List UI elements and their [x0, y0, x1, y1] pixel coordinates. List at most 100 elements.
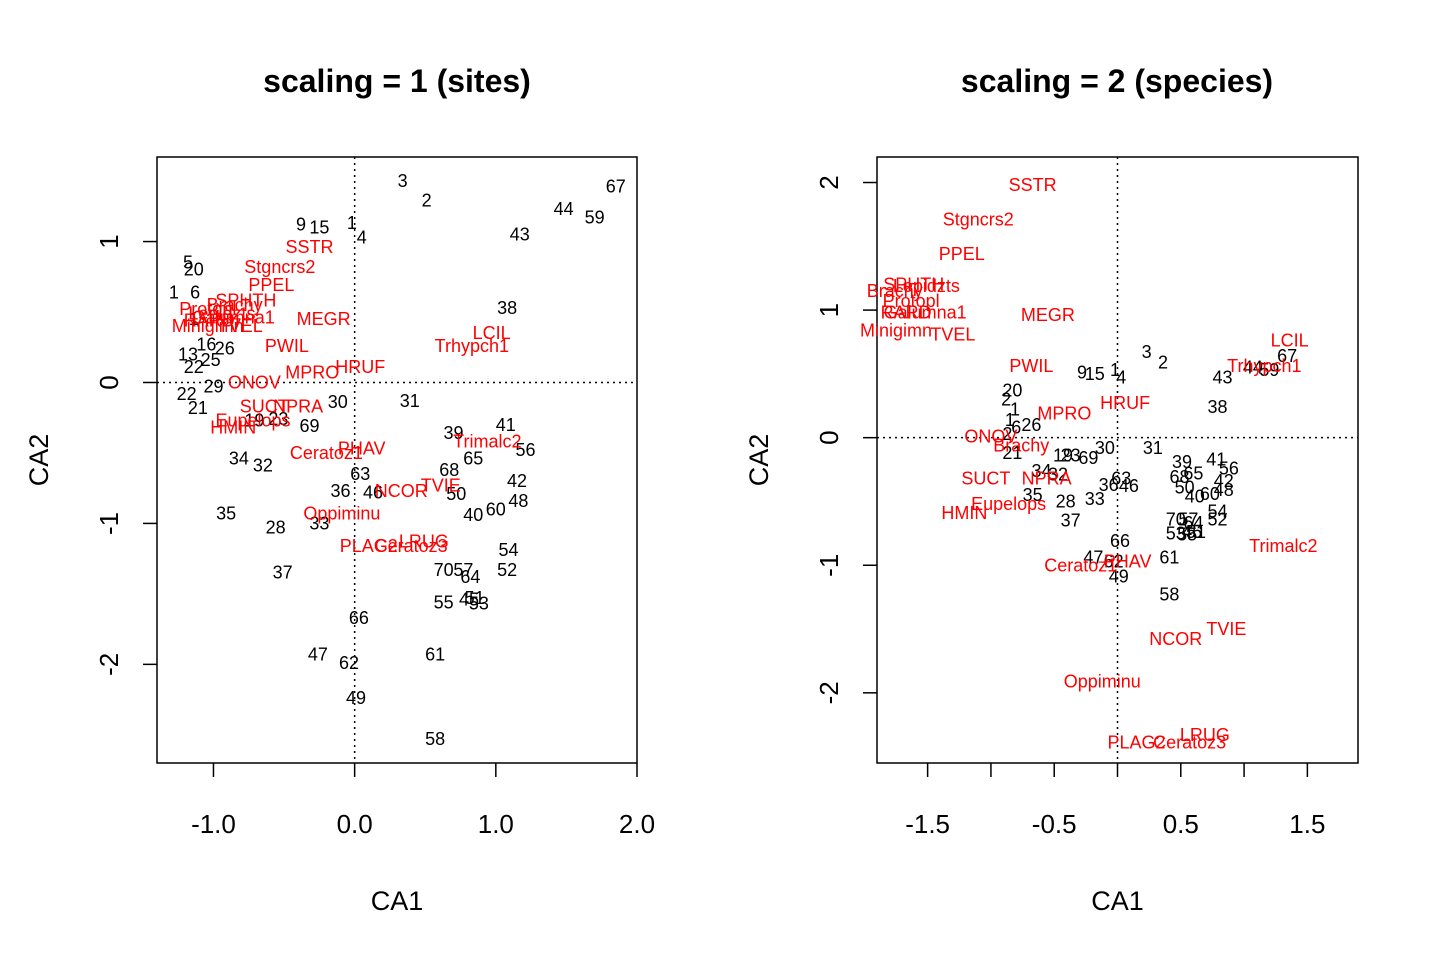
site-label: 3 — [1142, 342, 1152, 362]
site-label: 1 — [169, 282, 179, 302]
site-label: 23 — [268, 409, 288, 429]
species-label: NPRA — [1022, 468, 1072, 488]
x-tick-label: -1.0 — [191, 809, 236, 839]
site-label: 9 — [296, 215, 306, 235]
site-label: 38 — [1207, 397, 1227, 417]
species-label: Trhypch1 — [1227, 356, 1301, 376]
species-label: Minigimn — [172, 316, 244, 336]
site-label: 39 — [1172, 452, 1192, 472]
species-label: Oppiminu — [303, 504, 380, 524]
x-tick-label: 1.5 — [1289, 809, 1325, 839]
site-label: 54 — [1207, 502, 1227, 522]
site-label: 30 — [328, 392, 348, 412]
site-label: 51 — [465, 588, 485, 608]
site-label: 42 — [1214, 471, 1234, 491]
site-label: 58 — [425, 729, 445, 749]
site-label: 15 — [1085, 364, 1105, 384]
chart-title: scaling = 1 (sites) — [263, 63, 531, 99]
site-label: 64 — [1183, 513, 1203, 533]
site-label: 31 — [1143, 438, 1163, 458]
species-label: Eupelops — [215, 411, 290, 431]
species-label: Ceratoz1 — [290, 443, 363, 463]
plot-frame — [156, 156, 638, 764]
species-label: SPHTH — [215, 291, 276, 311]
site-label: 23 — [1061, 446, 1081, 466]
y-axis-label: CA2 — [744, 434, 774, 487]
site-label: 55 — [1177, 525, 1197, 545]
site-label: 48 — [508, 491, 528, 511]
species-label: LCIL — [473, 323, 511, 343]
site-label: 30 — [1095, 438, 1115, 458]
site-label: 64 — [460, 567, 480, 587]
site-label: 19 — [1053, 446, 1073, 466]
species-label: MEGR — [1021, 305, 1075, 325]
site-label: 2 — [1158, 352, 1168, 372]
site-label: 53 — [1166, 523, 1186, 543]
site-label: 44 — [554, 199, 574, 219]
site-label: 48 — [1214, 480, 1234, 500]
species-label: RARD — [184, 310, 235, 330]
site-label: 54 — [499, 540, 519, 560]
site-label: 62 — [1104, 551, 1124, 571]
species-label: PWIL — [1009, 356, 1053, 376]
site-label: 22 — [184, 357, 204, 377]
site-label: 65 — [463, 449, 483, 469]
site-label: 65 — [1183, 463, 1203, 483]
y-axis-label: CA2 — [24, 434, 54, 487]
site-label: 47 — [308, 644, 328, 664]
site-label: 42 — [507, 471, 527, 491]
species-label: Protopl — [179, 299, 236, 319]
site-label: 3 — [398, 171, 408, 191]
site-label: 4 — [357, 227, 367, 247]
site-label: 4 — [1116, 368, 1126, 388]
y-tick-label: 0 — [814, 430, 844, 444]
site-label: 37 — [273, 563, 293, 583]
site-label: 66 — [349, 608, 369, 628]
species-label: PLAG2 — [1107, 733, 1165, 753]
species-label: Trhypch1 — [435, 336, 509, 356]
species-label: TVEL — [930, 324, 975, 344]
site-label: 52 — [1207, 509, 1227, 529]
species-label: PHAV — [1104, 551, 1152, 571]
species-label: LRUG — [399, 532, 449, 552]
species-label: Lepidzts — [188, 303, 255, 323]
species-label: SUCT — [240, 396, 289, 416]
panel-scaling-2: scaling = 2 (species) -1.5 -0.5 0.5 1.5 -2 -1 0… — [744, 63, 1359, 916]
site-label: 59 — [1259, 360, 1279, 380]
site-label: 28 — [266, 518, 286, 538]
site-label: 67 — [1277, 346, 1297, 366]
site-label: 60 — [486, 499, 506, 519]
y-tick-label: 2 — [814, 175, 844, 189]
species-label: Lepidzts — [893, 276, 960, 296]
site-label: 34 — [1032, 461, 1052, 481]
species-label: Galumna1 — [192, 308, 275, 328]
y-tick-label: -1 — [94, 512, 124, 535]
x-tick-label: 0.5 — [1163, 809, 1199, 839]
site-label: 43 — [510, 225, 530, 245]
species-label: Protopl — [883, 291, 940, 311]
site-label: 41 — [496, 415, 516, 435]
site-label: 55 — [434, 592, 454, 612]
species-label: Minigimn — [860, 321, 932, 341]
site-label: 1 — [347, 213, 357, 233]
species-label: RARD — [881, 303, 932, 323]
site-label: 51 — [1186, 522, 1206, 542]
site-label: 32 — [1048, 465, 1068, 485]
site-label: 66 — [1110, 531, 1130, 551]
site-label: 67 — [606, 177, 626, 197]
x-tick-label: 1.0 — [478, 809, 514, 839]
site-label: 49 — [1109, 567, 1129, 587]
site-label: 21 — [1002, 443, 1022, 463]
species-label: ONOV — [964, 426, 1017, 446]
site-label: 52 — [497, 560, 517, 580]
species-label: HMIN — [210, 418, 256, 438]
species-label: HMIN — [941, 503, 987, 523]
site-label: 57 — [1178, 509, 1198, 529]
site-label: 22 — [177, 384, 197, 404]
site-label: 21 — [188, 398, 208, 418]
x-tick-label: 2.0 — [619, 809, 655, 839]
site-label: 70 — [1166, 509, 1186, 529]
y-tick-label: -1 — [814, 554, 844, 577]
site-label: 61 — [425, 644, 445, 664]
